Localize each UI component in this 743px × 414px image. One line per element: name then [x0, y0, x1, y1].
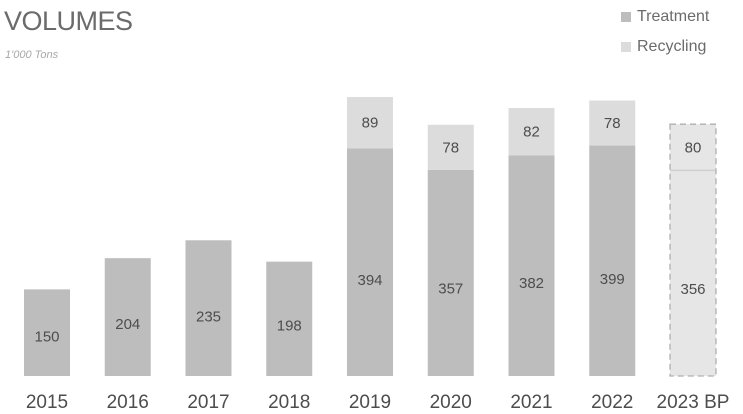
- budget-outline-2023-bp: [669, 123, 717, 377]
- legend-label-treatment: Treatment: [637, 8, 710, 25]
- bar-label-recycling-2021: 82: [523, 124, 540, 141]
- x-tick-label-2017: 2017: [187, 392, 229, 413]
- bar-treatment-2021: [508, 155, 555, 376]
- chart-subtitle: 1'000 Tons: [5, 49, 59, 61]
- bar-recycling-2022: [589, 100, 636, 146]
- bar-recycling-2020: [427, 124, 474, 170]
- x-tick-label-2021: 2021: [510, 392, 552, 413]
- legend-label-recycling: Recycling: [637, 38, 707, 55]
- x-tick-label-2019: 2019: [349, 392, 391, 413]
- bar-label-recycling-2020: 78: [442, 139, 459, 156]
- bar-label-treatment-2017: 235: [196, 309, 221, 326]
- x-tick-label-2022: 2022: [591, 392, 633, 413]
- x-tick-label-2020: 2020: [430, 392, 472, 413]
- legend-item-recycling: Recycling: [621, 36, 709, 58]
- bar-treatment-2020: [427, 169, 474, 376]
- bar-label-treatment-2018: 198: [277, 317, 302, 334]
- bar-label-treatment-2019: 394: [357, 272, 382, 289]
- bar-label-treatment-2015: 150: [34, 328, 59, 345]
- bar-treatment-2018: [266, 261, 313, 376]
- bar-label-treatment-2023-bp: 356: [680, 281, 705, 298]
- bar-treatment-2019: [347, 148, 393, 376]
- legend-swatch-treatment: [621, 12, 631, 22]
- bar-label-treatment-2022: 399: [600, 271, 625, 288]
- bar-treatment-2022: [589, 145, 636, 376]
- bar-label-recycling-2022: 78: [604, 115, 621, 132]
- bar-label-treatment-2020: 357: [438, 281, 463, 298]
- x-tick-label-2018: 2018: [268, 392, 310, 413]
- bar-label-recycling-2019: 89: [362, 115, 379, 132]
- bar-recycling-2019: [347, 97, 393, 149]
- x-tick-label-2023-bp: 2023 BP: [657, 392, 730, 413]
- bar-treatment-2023-bp: [670, 170, 716, 376]
- chart-title: VOLUMES: [4, 6, 133, 36]
- legend: Treatment Recycling: [621, 6, 709, 66]
- bar-label-treatment-2016: 204: [115, 316, 140, 333]
- bar-recycling-2023-bp: [670, 124, 716, 171]
- bar-treatment-2017: [185, 240, 232, 376]
- bar-treatment-2015: [24, 289, 70, 376]
- legend-item-treatment: Treatment: [621, 6, 709, 28]
- legend-swatch-recycling: [621, 42, 631, 52]
- bar-label-treatment-2021: 382: [519, 275, 544, 292]
- bar-recycling-2021: [508, 108, 555, 156]
- x-tick-label-2015: 2015: [26, 392, 68, 413]
- bar-label-recycling-2023-bp: 80: [685, 139, 702, 156]
- bar-treatment-2016: [104, 258, 151, 376]
- x-tick-label-2016: 2016: [107, 392, 149, 413]
